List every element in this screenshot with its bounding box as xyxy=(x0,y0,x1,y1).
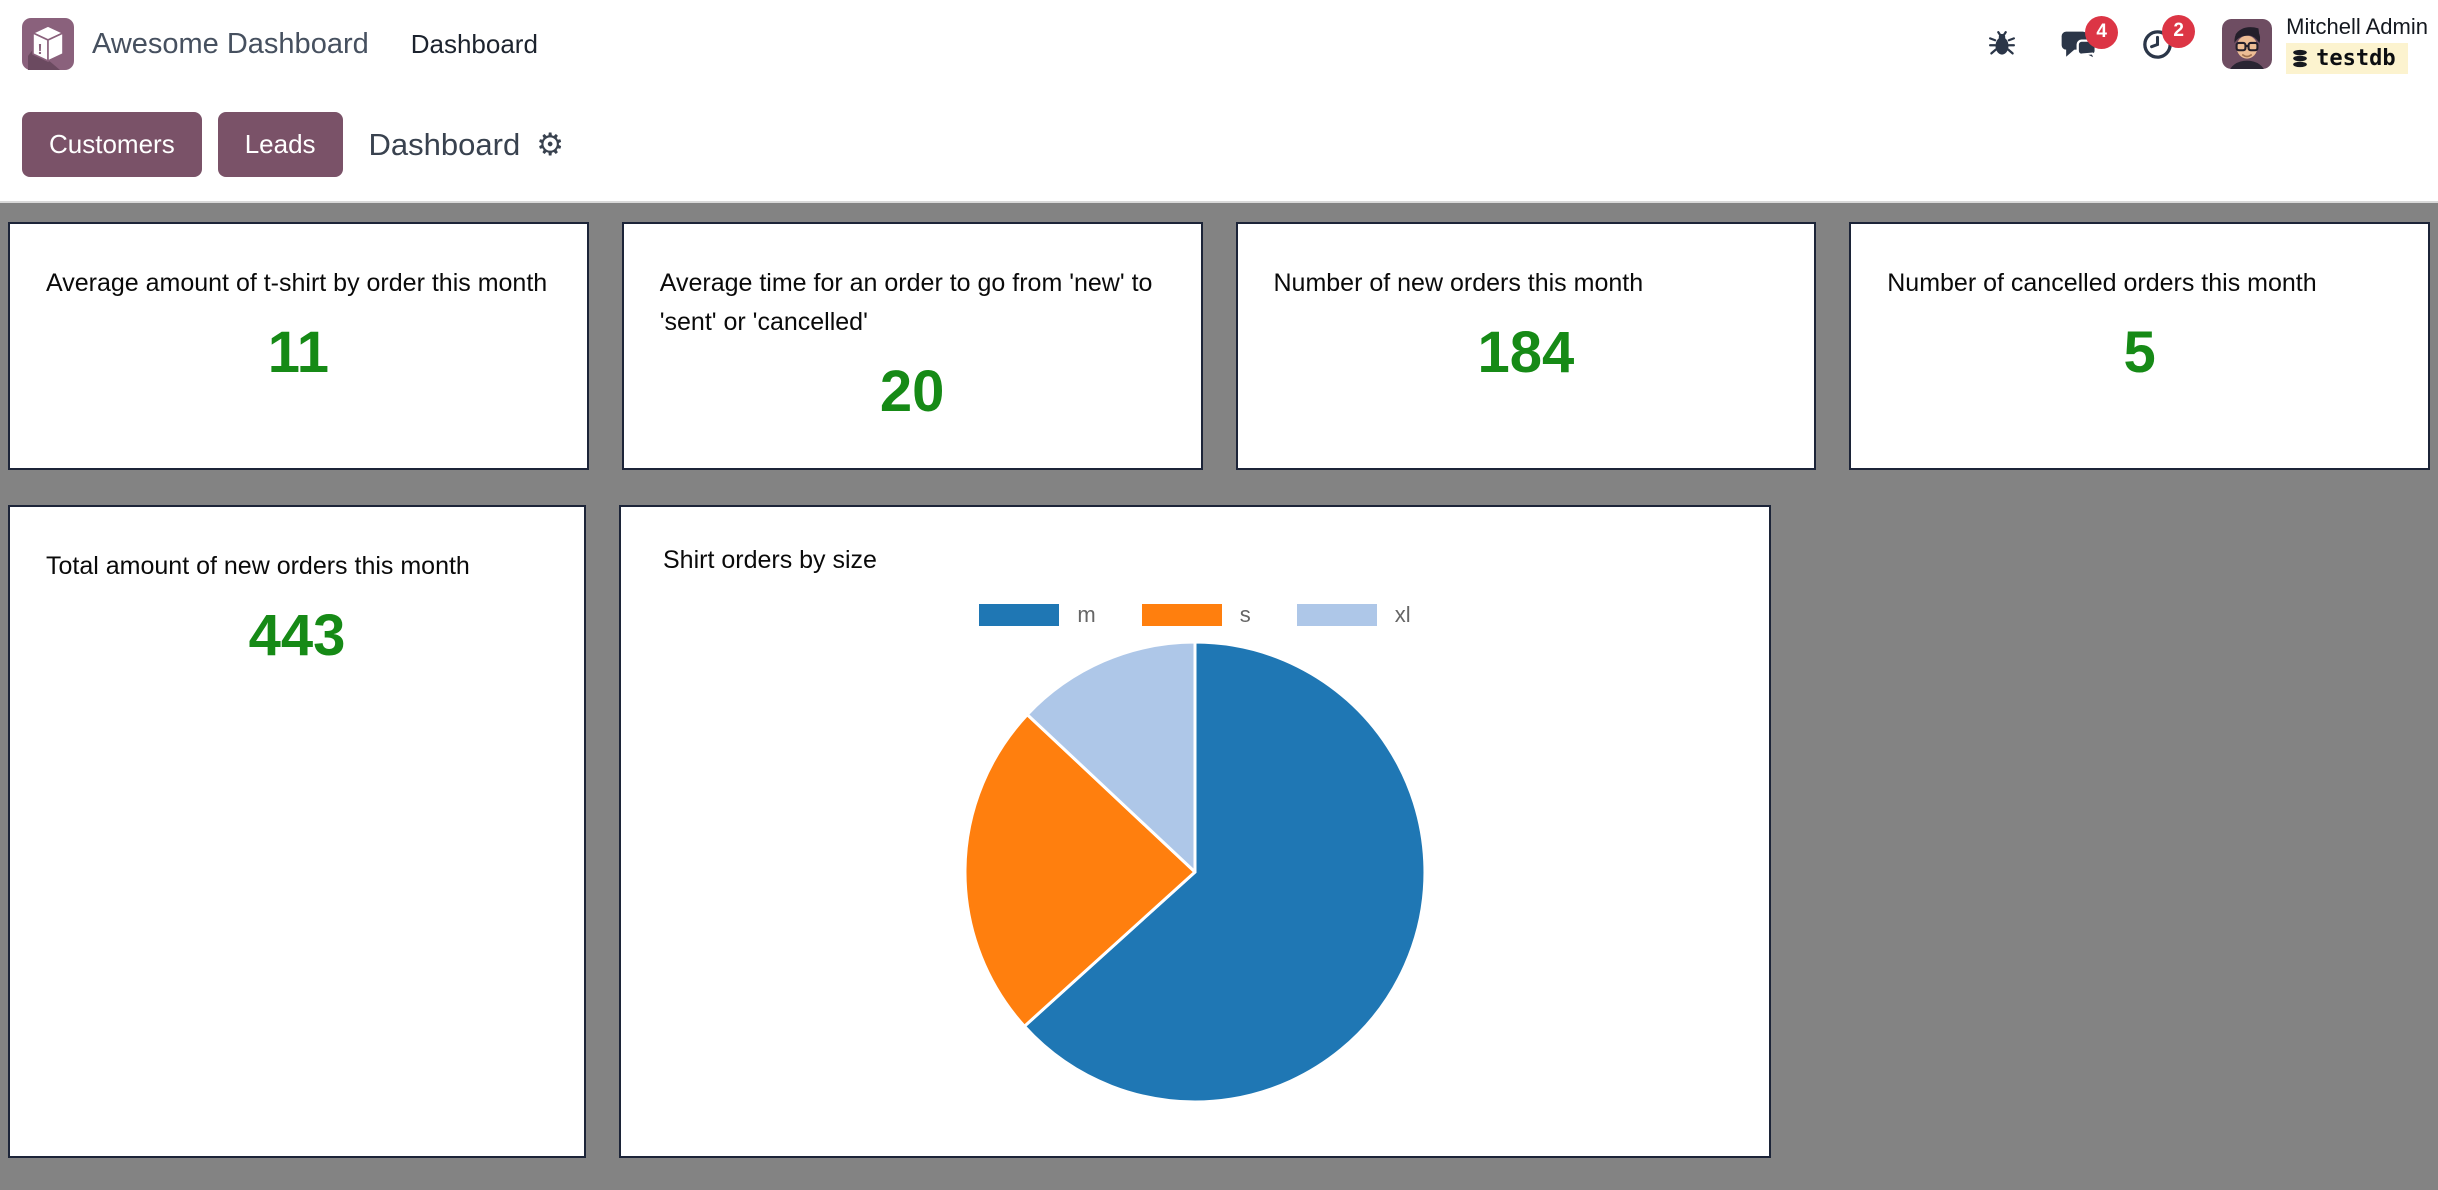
chart-title: Shirt orders by size xyxy=(663,546,877,574)
app-logo-cube-icon: ! xyxy=(22,18,74,70)
kpi-value: 5 xyxy=(2123,319,2156,385)
gear-icon[interactable]: ⚙ xyxy=(536,127,564,162)
legend-item-m[interactable]: m xyxy=(979,601,1096,628)
database-chip: testdb xyxy=(2286,43,2408,74)
pie-slice-s[interactable] xyxy=(963,712,1197,1028)
kpi-value: 184 xyxy=(1477,319,1575,385)
pie-chart-card: Shirt orders by size m s xl xyxy=(619,505,1771,1158)
activities-count-badge: 2 xyxy=(2162,14,2196,48)
top-navbar: ! Awesome Dashboard Dashboard xyxy=(0,0,2438,88)
second-row: Total amount of new orders this month 44… xyxy=(8,505,2430,1158)
kpi-card-total-amount: Total amount of new orders this month 44… xyxy=(8,505,586,1158)
messages-count-badge: 4 xyxy=(2085,15,2119,49)
user-name: Mitchell Admin xyxy=(2286,14,2428,39)
messages-button[interactable]: 4 xyxy=(2061,15,2119,60)
pie-chart xyxy=(663,636,1727,1108)
kpi-row: Average amount of t-shirt by order this … xyxy=(8,222,2430,470)
leads-button[interactable]: Leads xyxy=(217,112,343,177)
legend-label: xl xyxy=(1394,601,1411,627)
legend-item-xl[interactable]: xl xyxy=(1296,601,1411,628)
app-menu-toggle[interactable]: ! Awesome Dashboard xyxy=(22,18,369,70)
kpi-value: 20 xyxy=(879,358,945,424)
control-panel: Customers Leads Dashboard ⚙ xyxy=(0,88,2438,203)
kpi-value: 11 xyxy=(267,319,330,385)
legend-item-s[interactable]: s xyxy=(1141,601,1251,628)
kpi-title: Number of cancelled orders this month xyxy=(1887,269,2317,297)
user-menu-toggle[interactable]: Mitchell Admin testdb xyxy=(2222,14,2428,74)
kpi-title: Total amount of new orders this month xyxy=(46,552,470,580)
kpi-value: 443 xyxy=(248,602,346,668)
legend-swatch-s xyxy=(1141,603,1222,626)
user-meta: Mitchell Admin testdb xyxy=(2286,14,2428,74)
kpi-title: Average amount of t-shirt by order this … xyxy=(46,269,548,297)
bug-icon xyxy=(1987,29,2017,59)
avatar xyxy=(2222,19,2273,69)
nav-menu-dashboard[interactable]: Dashboard xyxy=(410,28,538,59)
debug-bug-button[interactable] xyxy=(1987,29,2017,59)
database-icon xyxy=(2292,49,2308,68)
legend-swatch-m xyxy=(979,603,1060,626)
legend-label: s xyxy=(1239,601,1251,627)
activities-button[interactable]: 2 xyxy=(2141,14,2196,61)
chart-legend: m s xl xyxy=(663,602,1727,628)
kpi-title: Number of new orders this month xyxy=(1273,269,1644,297)
app-title: Awesome Dashboard xyxy=(92,27,369,60)
page-title: Dashboard xyxy=(368,126,521,162)
navbar-right: 4 2 xyxy=(1987,14,2428,74)
kpi-card-new-orders: Number of new orders this month 184 xyxy=(1235,222,1817,470)
legend-label: m xyxy=(1077,601,1096,627)
kpi-card-cancelled-orders: Number of cancelled orders this month 5 xyxy=(1849,222,2430,470)
svg-text:!: ! xyxy=(38,41,43,58)
customers-button[interactable]: Customers xyxy=(22,112,202,177)
kpi-card-avg-time: Average time for an order to go from 'ne… xyxy=(621,222,1203,470)
dashboard-content: Average amount of t-shirt by order this … xyxy=(0,203,2438,1158)
kpi-card-avg-tshirt: Average amount of t-shirt by order this … xyxy=(8,222,589,470)
legend-swatch-xl xyxy=(1296,603,1377,626)
pie-slice-m[interactable] xyxy=(1022,640,1427,1104)
database-name: testdb xyxy=(2316,46,2396,71)
pie-slice-xl[interactable] xyxy=(1025,640,1197,874)
kpi-title: Average time for an order to go from 'ne… xyxy=(659,269,1153,336)
